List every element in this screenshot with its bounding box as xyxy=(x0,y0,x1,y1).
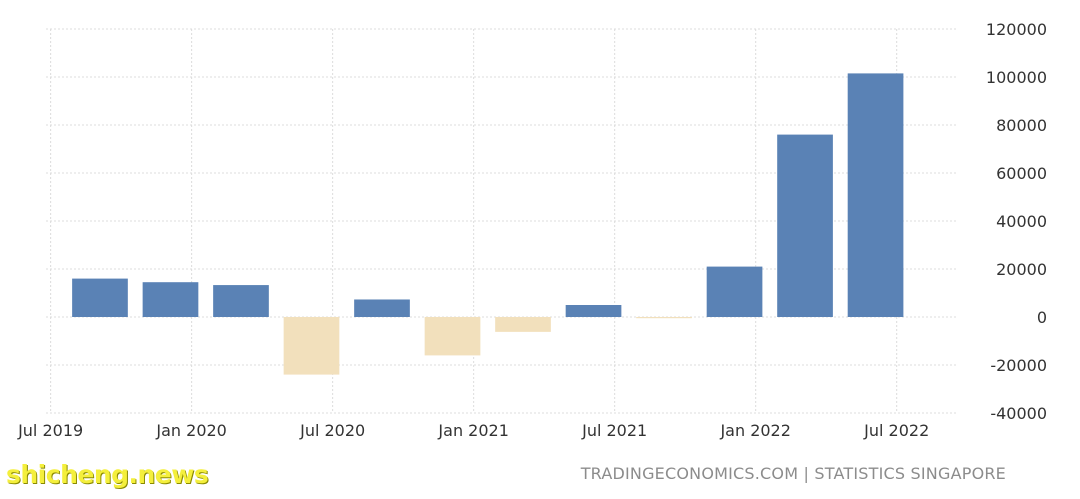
x-tick-label: Jan 2021 xyxy=(437,421,508,440)
y-axis-ticks: 120000 100000 80000 60000 40000 20000 0 -20000 -… xyxy=(986,20,1047,423)
bar-q2-2022 xyxy=(847,73,904,318)
y-tick-label: -20000 xyxy=(990,356,1047,375)
bar-q3-2021 xyxy=(636,317,692,319)
y-tick-label: -40000 xyxy=(990,404,1047,423)
grid-lines xyxy=(46,28,958,414)
y-tick-label: 0 xyxy=(1037,308,1047,327)
bar-q4-2021 xyxy=(706,266,763,317)
x-tick-label: Jul 2021 xyxy=(581,421,647,440)
bar-q4-2019 xyxy=(142,282,199,317)
bar-q3-2019 xyxy=(72,278,128,317)
bar-q1-2020 xyxy=(213,285,269,317)
bar-chart: 120000 100000 80000 60000 40000 20000 0 -20000 -… xyxy=(17,20,1047,440)
x-tick-label: Jul 2019 xyxy=(17,421,83,440)
y-tick-label: 60000 xyxy=(996,164,1047,183)
y-tick-label: 80000 xyxy=(996,116,1047,135)
bar-q4-2020 xyxy=(424,317,481,356)
y-tick-label: 100000 xyxy=(986,68,1047,87)
x-tick-label: Jul 2022 xyxy=(863,421,929,440)
watermark-logo: shicheng.news xyxy=(6,460,209,489)
x-tick-label: Jul 2020 xyxy=(299,421,365,440)
bar-q3-2020 xyxy=(354,299,410,317)
bar-q2-2021 xyxy=(565,305,622,317)
y-tick-label: 120000 xyxy=(986,20,1047,39)
bar-q2-2020 xyxy=(283,317,340,375)
x-tick-label: Jan 2020 xyxy=(155,421,226,440)
x-tick-label: Jan 2022 xyxy=(719,421,790,440)
x-axis-ticks: Jul 2019 Jan 2020 Jul 2020 Jan 2021 Jul 2021… xyxy=(17,421,929,440)
bars xyxy=(72,73,904,375)
source-credit: TRADINGECONOMICS.COM | STATISTICS SINGAP… xyxy=(580,464,1006,483)
y-tick-label: 20000 xyxy=(996,260,1047,279)
bar-q1-2021 xyxy=(495,317,551,332)
bar-q1-2022 xyxy=(777,134,833,317)
y-tick-label: 40000 xyxy=(996,212,1047,231)
